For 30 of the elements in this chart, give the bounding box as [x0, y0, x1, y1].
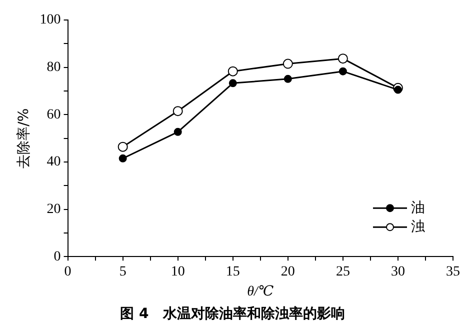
point	[172, 106, 183, 116]
y-tick-label: 40	[46, 154, 61, 170]
y-tick-label: 100	[40, 12, 61, 28]
point	[228, 79, 237, 88]
y-tick-label: 80	[46, 60, 61, 75]
y-tick-label: 0	[54, 249, 61, 264]
point	[118, 142, 128, 152]
x-tick-label: 5	[119, 264, 126, 280]
x-tick-label: 30	[390, 264, 405, 280]
y-axis-title: 去除率/%	[16, 108, 32, 168]
legend-label: 油	[411, 200, 425, 216]
x-tick-label: 35	[446, 264, 460, 280]
point	[118, 154, 127, 162]
x-tick-label: 15	[226, 264, 240, 280]
y-tick-label: 20	[46, 202, 61, 217]
point	[174, 128, 182, 136]
legend-label: 浊	[411, 218, 425, 235]
point	[338, 54, 348, 64]
point	[228, 66, 238, 76]
y-tick-label: 60	[46, 107, 61, 122]
point	[394, 86, 402, 94]
point	[338, 67, 347, 76]
text: 图 4 水温对除油率和除浊率的影响	[120, 305, 345, 322]
x-axis-title: θ/℃	[247, 284, 274, 300]
x-tick-label: 0	[64, 264, 72, 280]
point	[282, 58, 293, 69]
x-tick-label: 25	[336, 264, 350, 280]
x-tick-label: 10	[170, 264, 185, 280]
point	[284, 74, 292, 83]
x-tick-label: 20	[280, 264, 295, 280]
